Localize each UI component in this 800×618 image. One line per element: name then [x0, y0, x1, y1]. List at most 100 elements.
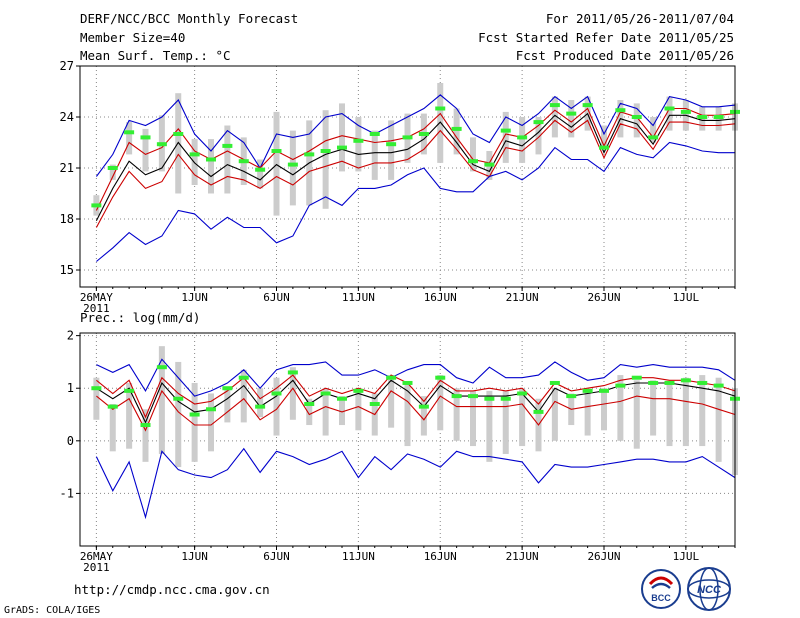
panel-1-observed-marker	[304, 152, 315, 157]
panel-1-x-tick-label: 26MAY	[80, 291, 113, 304]
panel-1-spread-box	[437, 83, 444, 163]
panel-1-spread-box	[502, 111, 509, 163]
panel-2-spread-box	[551, 388, 558, 441]
panel-1-observed-marker	[107, 166, 118, 170]
panel-1-spread-box	[355, 117, 362, 172]
panel-2-upper-line	[96, 374, 736, 419]
panel-2-spread-box	[715, 377, 722, 462]
panel-2-spread-box	[322, 388, 329, 436]
panel-1-observed-marker	[484, 162, 495, 167]
ncc-logo-icon: NCC	[687, 567, 731, 611]
panel-2-spread-box	[126, 382, 133, 449]
panel-2-observed-marker	[435, 375, 446, 380]
panel-2-spread-box	[650, 380, 657, 436]
footer-credit: GrADS: COLA/IGES	[4, 605, 101, 616]
panel-1-observed-marker	[664, 106, 675, 111]
panel-1-observed-marker	[189, 152, 200, 157]
panel-2-x-tick-label: 21JUN	[506, 550, 539, 563]
panel-2-y-tick-label: 1	[67, 381, 74, 395]
panel-2-spread-box	[699, 375, 706, 447]
panel-2-observed-marker	[287, 370, 298, 375]
panel-2-spread-box	[339, 396, 345, 426]
panel-1-spread-box	[551, 96, 558, 138]
panel-1-observed-marker	[713, 115, 724, 119]
panel-1-observed-marker	[533, 120, 544, 125]
footer-url[interactable]: http://cmdp.ncc.cma.gov.cn	[74, 582, 270, 597]
panel-2-spread-box	[191, 382, 198, 462]
panel-2-spread-box	[273, 377, 280, 436]
panel-2-y-tick-label: 2	[67, 329, 74, 343]
ncc-logo-text: NCC	[697, 584, 722, 596]
panel-2-spread-box	[519, 388, 526, 447]
panel-1-observed-marker	[238, 159, 249, 164]
panel-1-observed-marker	[320, 149, 331, 153]
panel-2-observed-marker	[222, 386, 233, 391]
panel-1-spread-box	[273, 111, 280, 216]
panel-1-observed-marker	[648, 135, 659, 140]
panel-1-observed-marker	[615, 108, 626, 113]
panel-1-observed-marker	[91, 203, 102, 208]
panel-2-observed-marker	[418, 404, 429, 409]
panel-2-spread-box	[240, 369, 247, 423]
panel-2-observed-marker	[271, 391, 282, 396]
panel-2-observed-marker	[304, 402, 315, 406]
panel-1-observed-marker	[173, 132, 184, 136]
panel-2-spread-box	[289, 367, 296, 420]
panel-2-spread-box	[470, 390, 476, 447]
panel-1-spread-box	[191, 139, 198, 185]
panel-1-observed-marker	[156, 142, 167, 147]
panel-2-spread-box	[175, 361, 182, 468]
panel-1-y-tick-label: 18	[60, 212, 74, 226]
panel-1-mean-line	[95, 112, 736, 221]
panel-1-x-tick-label: 1JUL	[673, 291, 700, 304]
panel-1-observed-marker	[353, 138, 364, 143]
panel-1-observed-marker	[631, 115, 642, 119]
panel-2-observed-marker	[697, 380, 708, 385]
forecast-start-date: Fcst Started Refer Date 2011/05/25	[478, 30, 734, 45]
panel-1-x-tick-label: 11JUN	[342, 291, 375, 304]
panel-2-spread-box	[306, 398, 313, 426]
panel-2-lower-line	[96, 387, 736, 432]
panel-2-observed-marker	[713, 383, 724, 388]
forecast-period: For 2011/05/26-2011/07/04	[545, 11, 734, 26]
panel-2-x-tick-label: 11JUN	[342, 550, 375, 563]
variable-label: Mean Surf. Temp.: °C	[80, 48, 231, 63]
panel-1-spread-box	[388, 120, 395, 180]
panel-1-observed-marker	[255, 167, 266, 172]
panel-2-title: Prec.: log(mm/d)	[80, 310, 201, 325]
panel-1-y-tick-label: 21	[60, 161, 74, 175]
panel-2-spread-box	[158, 346, 165, 454]
panel-1-observed-marker	[402, 135, 413, 140]
panel-1-observed-marker	[468, 159, 478, 164]
panel-2-spread-box	[355, 390, 362, 431]
panel-1-observed-marker	[697, 115, 708, 119]
panel-2-observed-marker	[680, 378, 691, 383]
panel-1-lower-line	[95, 119, 736, 228]
panel-1-x-tick-label: 16JUN	[424, 291, 457, 304]
panel-1-observed-marker	[566, 111, 577, 116]
panel-1-x-tick-label: 21JUN	[506, 291, 539, 304]
panel-2-x-tick-label: 1JUL	[673, 550, 700, 563]
bcc-logo-text: BCC	[651, 593, 671, 603]
panel-1-spread-box	[633, 103, 640, 138]
panel-1-observed-marker	[124, 130, 135, 135]
panel-2-spread-box	[453, 388, 460, 441]
panel-1-spread-box	[568, 100, 575, 138]
panel-2-spread-box	[584, 390, 591, 436]
panel-2-observed-marker	[582, 388, 593, 393]
panel-1-spread-box	[126, 122, 133, 155]
panel-2-spread-box	[109, 404, 116, 452]
panel-1-observed-marker	[549, 103, 560, 108]
panel-1-x-tick-label: 26JUN	[587, 291, 620, 304]
panel-2-observed-marker	[189, 412, 200, 417]
bcc-logo-icon: BCC	[641, 569, 681, 609]
panel-2-observed-marker	[206, 407, 216, 412]
panel-2-observed-marker	[386, 375, 397, 380]
panel-1-spread-box	[289, 130, 296, 206]
panel-2-observed-marker	[124, 388, 135, 393]
panel-1-observed-marker	[451, 126, 462, 131]
panel-1-spread-box	[601, 125, 607, 146]
panel-2-observed-marker	[369, 402, 380, 406]
panel-1-observed-marker	[680, 109, 691, 114]
panel-1-observed-marker	[435, 106, 446, 111]
